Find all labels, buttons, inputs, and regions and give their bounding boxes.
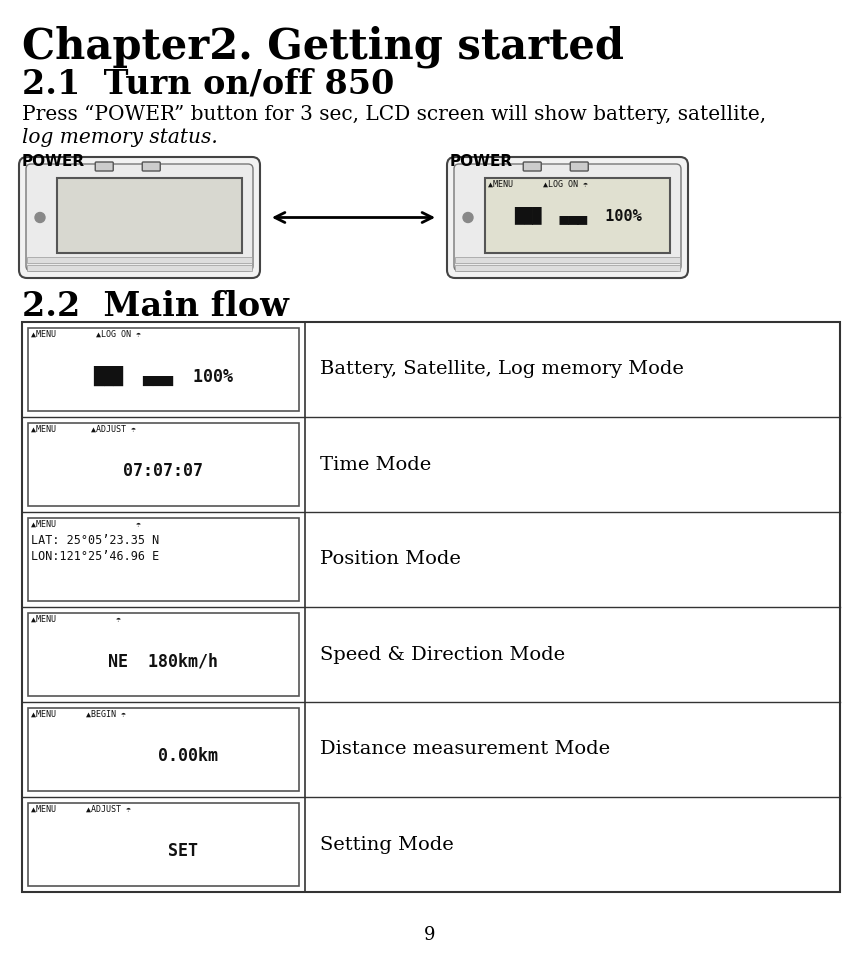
Bar bbox=[28, 423, 299, 506]
FancyBboxPatch shape bbox=[26, 164, 253, 271]
Text: POWER: POWER bbox=[22, 154, 85, 169]
Text: 2.2  Main flow: 2.2 Main flow bbox=[22, 290, 289, 323]
Text: NE  180km/h: NE 180km/h bbox=[108, 652, 218, 670]
Text: 07:07:07: 07:07:07 bbox=[124, 462, 204, 480]
Bar bbox=[27, 265, 252, 271]
Text: LAT: 25°05’23.35 N: LAT: 25°05’23.35 N bbox=[31, 534, 159, 547]
Text: Battery, Satellite, Log memory Mode: Battery, Satellite, Log memory Mode bbox=[320, 361, 684, 378]
Bar bbox=[28, 803, 299, 886]
Circle shape bbox=[35, 212, 45, 223]
Text: POWER: POWER bbox=[450, 154, 513, 169]
Text: ▲MENU       ▲ADJUST ☂: ▲MENU ▲ADJUST ☂ bbox=[31, 425, 136, 434]
Text: ███  ▄▄▄  100%: ███ ▄▄▄ 100% bbox=[513, 206, 642, 225]
Bar bbox=[28, 708, 299, 791]
Circle shape bbox=[463, 212, 473, 223]
Text: ▲MENU      ▲ADJUST ☂: ▲MENU ▲ADJUST ☂ bbox=[31, 805, 131, 814]
Text: ▲MENU      ▲LOG ON ☂: ▲MENU ▲LOG ON ☂ bbox=[488, 180, 588, 189]
FancyBboxPatch shape bbox=[523, 162, 541, 171]
Bar bbox=[455, 265, 680, 271]
Text: Chapter2. Getting started: Chapter2. Getting started bbox=[22, 25, 624, 67]
Bar bbox=[28, 328, 299, 411]
Bar bbox=[28, 613, 299, 696]
Bar bbox=[57, 178, 242, 253]
Bar bbox=[485, 178, 670, 253]
FancyBboxPatch shape bbox=[454, 164, 681, 271]
Text: 9: 9 bbox=[424, 926, 436, 944]
Bar bbox=[28, 518, 299, 601]
Text: ▲MENU                ☂: ▲MENU ☂ bbox=[31, 520, 141, 529]
Bar bbox=[27, 257, 252, 263]
Text: 2.1  Turn on/off 850: 2.1 Turn on/off 850 bbox=[22, 67, 395, 100]
FancyBboxPatch shape bbox=[95, 162, 114, 171]
Text: Distance measurement Mode: Distance measurement Mode bbox=[320, 740, 610, 758]
FancyBboxPatch shape bbox=[570, 162, 588, 171]
FancyBboxPatch shape bbox=[142, 162, 160, 171]
Text: ▲MENU      ▲BEGIN ☂: ▲MENU ▲BEGIN ☂ bbox=[31, 710, 126, 719]
Text: 0.00km: 0.00km bbox=[108, 747, 218, 765]
Text: LON:121°25’46.96 E: LON:121°25’46.96 E bbox=[31, 550, 159, 563]
Text: Speed & Direction Mode: Speed & Direction Mode bbox=[320, 645, 565, 663]
Text: ▲MENU            ☂: ▲MENU ☂ bbox=[31, 615, 121, 624]
Text: Time Mode: Time Mode bbox=[320, 455, 431, 473]
Text: log memory status.: log memory status. bbox=[22, 128, 218, 147]
Text: SET: SET bbox=[128, 842, 199, 860]
Text: Setting Mode: Setting Mode bbox=[320, 835, 454, 853]
Text: ███  ▄▄▄  100%: ███ ▄▄▄ 100% bbox=[94, 366, 234, 386]
Text: Press “POWER” button for 3 sec, LCD screen will show battery, satellite,: Press “POWER” button for 3 sec, LCD scre… bbox=[22, 105, 766, 124]
Text: Position Mode: Position Mode bbox=[320, 550, 461, 568]
Bar bbox=[22, 322, 840, 892]
Text: ▲MENU        ▲LOG ON ☂: ▲MENU ▲LOG ON ☂ bbox=[31, 330, 141, 339]
FancyBboxPatch shape bbox=[447, 157, 688, 278]
Bar bbox=[455, 257, 680, 263]
FancyBboxPatch shape bbox=[19, 157, 260, 278]
